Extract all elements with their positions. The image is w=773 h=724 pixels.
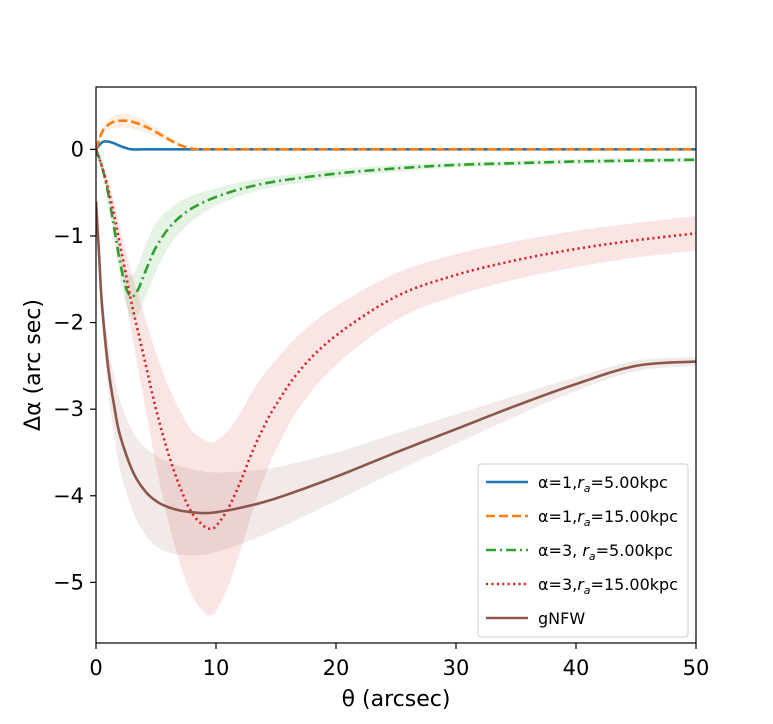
legend: α=1,ra=5.00kpc α=1,ra=15.00kpc α=3, ra=5.0… (477, 463, 689, 638)
y-tick-label: 0 (71, 137, 84, 161)
legend-frame (477, 463, 689, 638)
confidence-bands (96, 113, 696, 616)
x-axis-ticks: 0 10 20 30 40 50 (89, 643, 709, 680)
legend-label-2: α=1,ra=15.00kpc (538, 507, 678, 529)
y-tick-label: −2 (53, 311, 84, 335)
y-tick-label: −4 (53, 484, 84, 508)
line-series-3 (96, 148, 696, 298)
y-axis-ticks: 0 −1 −2 −3 −4 −5 (53, 137, 96, 594)
y-tick-label: −5 (53, 570, 84, 594)
y-tick-label: −3 (53, 397, 84, 421)
y-axis-label: Δα (arc sec) (21, 299, 46, 431)
band-series-4 (96, 149, 696, 616)
legend-label-4: α=3,ra=15.00kpc (538, 575, 678, 597)
x-axis-label: θ (arcsec) (342, 687, 451, 712)
plot-frame (95, 86, 697, 644)
legend-label-3: α=3, ra=5.00kpc (538, 541, 673, 563)
band-series-3 (96, 149, 696, 319)
line-series-2 (96, 119, 696, 151)
x-tick-label: 20 (323, 656, 350, 680)
legend-label-1: α=1,ra=5.00kpc (538, 473, 668, 495)
series-lines (96, 119, 696, 531)
x-tick-label: 0 (89, 656, 102, 680)
x-tick-label: 40 (563, 656, 590, 680)
line-series-4 (96, 148, 696, 531)
y-tick-label: −1 (53, 224, 84, 248)
band-series-5 (96, 196, 696, 556)
line-series-5 (96, 201, 696, 515)
x-tick-label: 30 (443, 656, 470, 680)
x-tick-label: 50 (683, 656, 710, 680)
legend-label-5: gNFW (538, 609, 585, 628)
x-tick-label: 10 (203, 656, 230, 680)
